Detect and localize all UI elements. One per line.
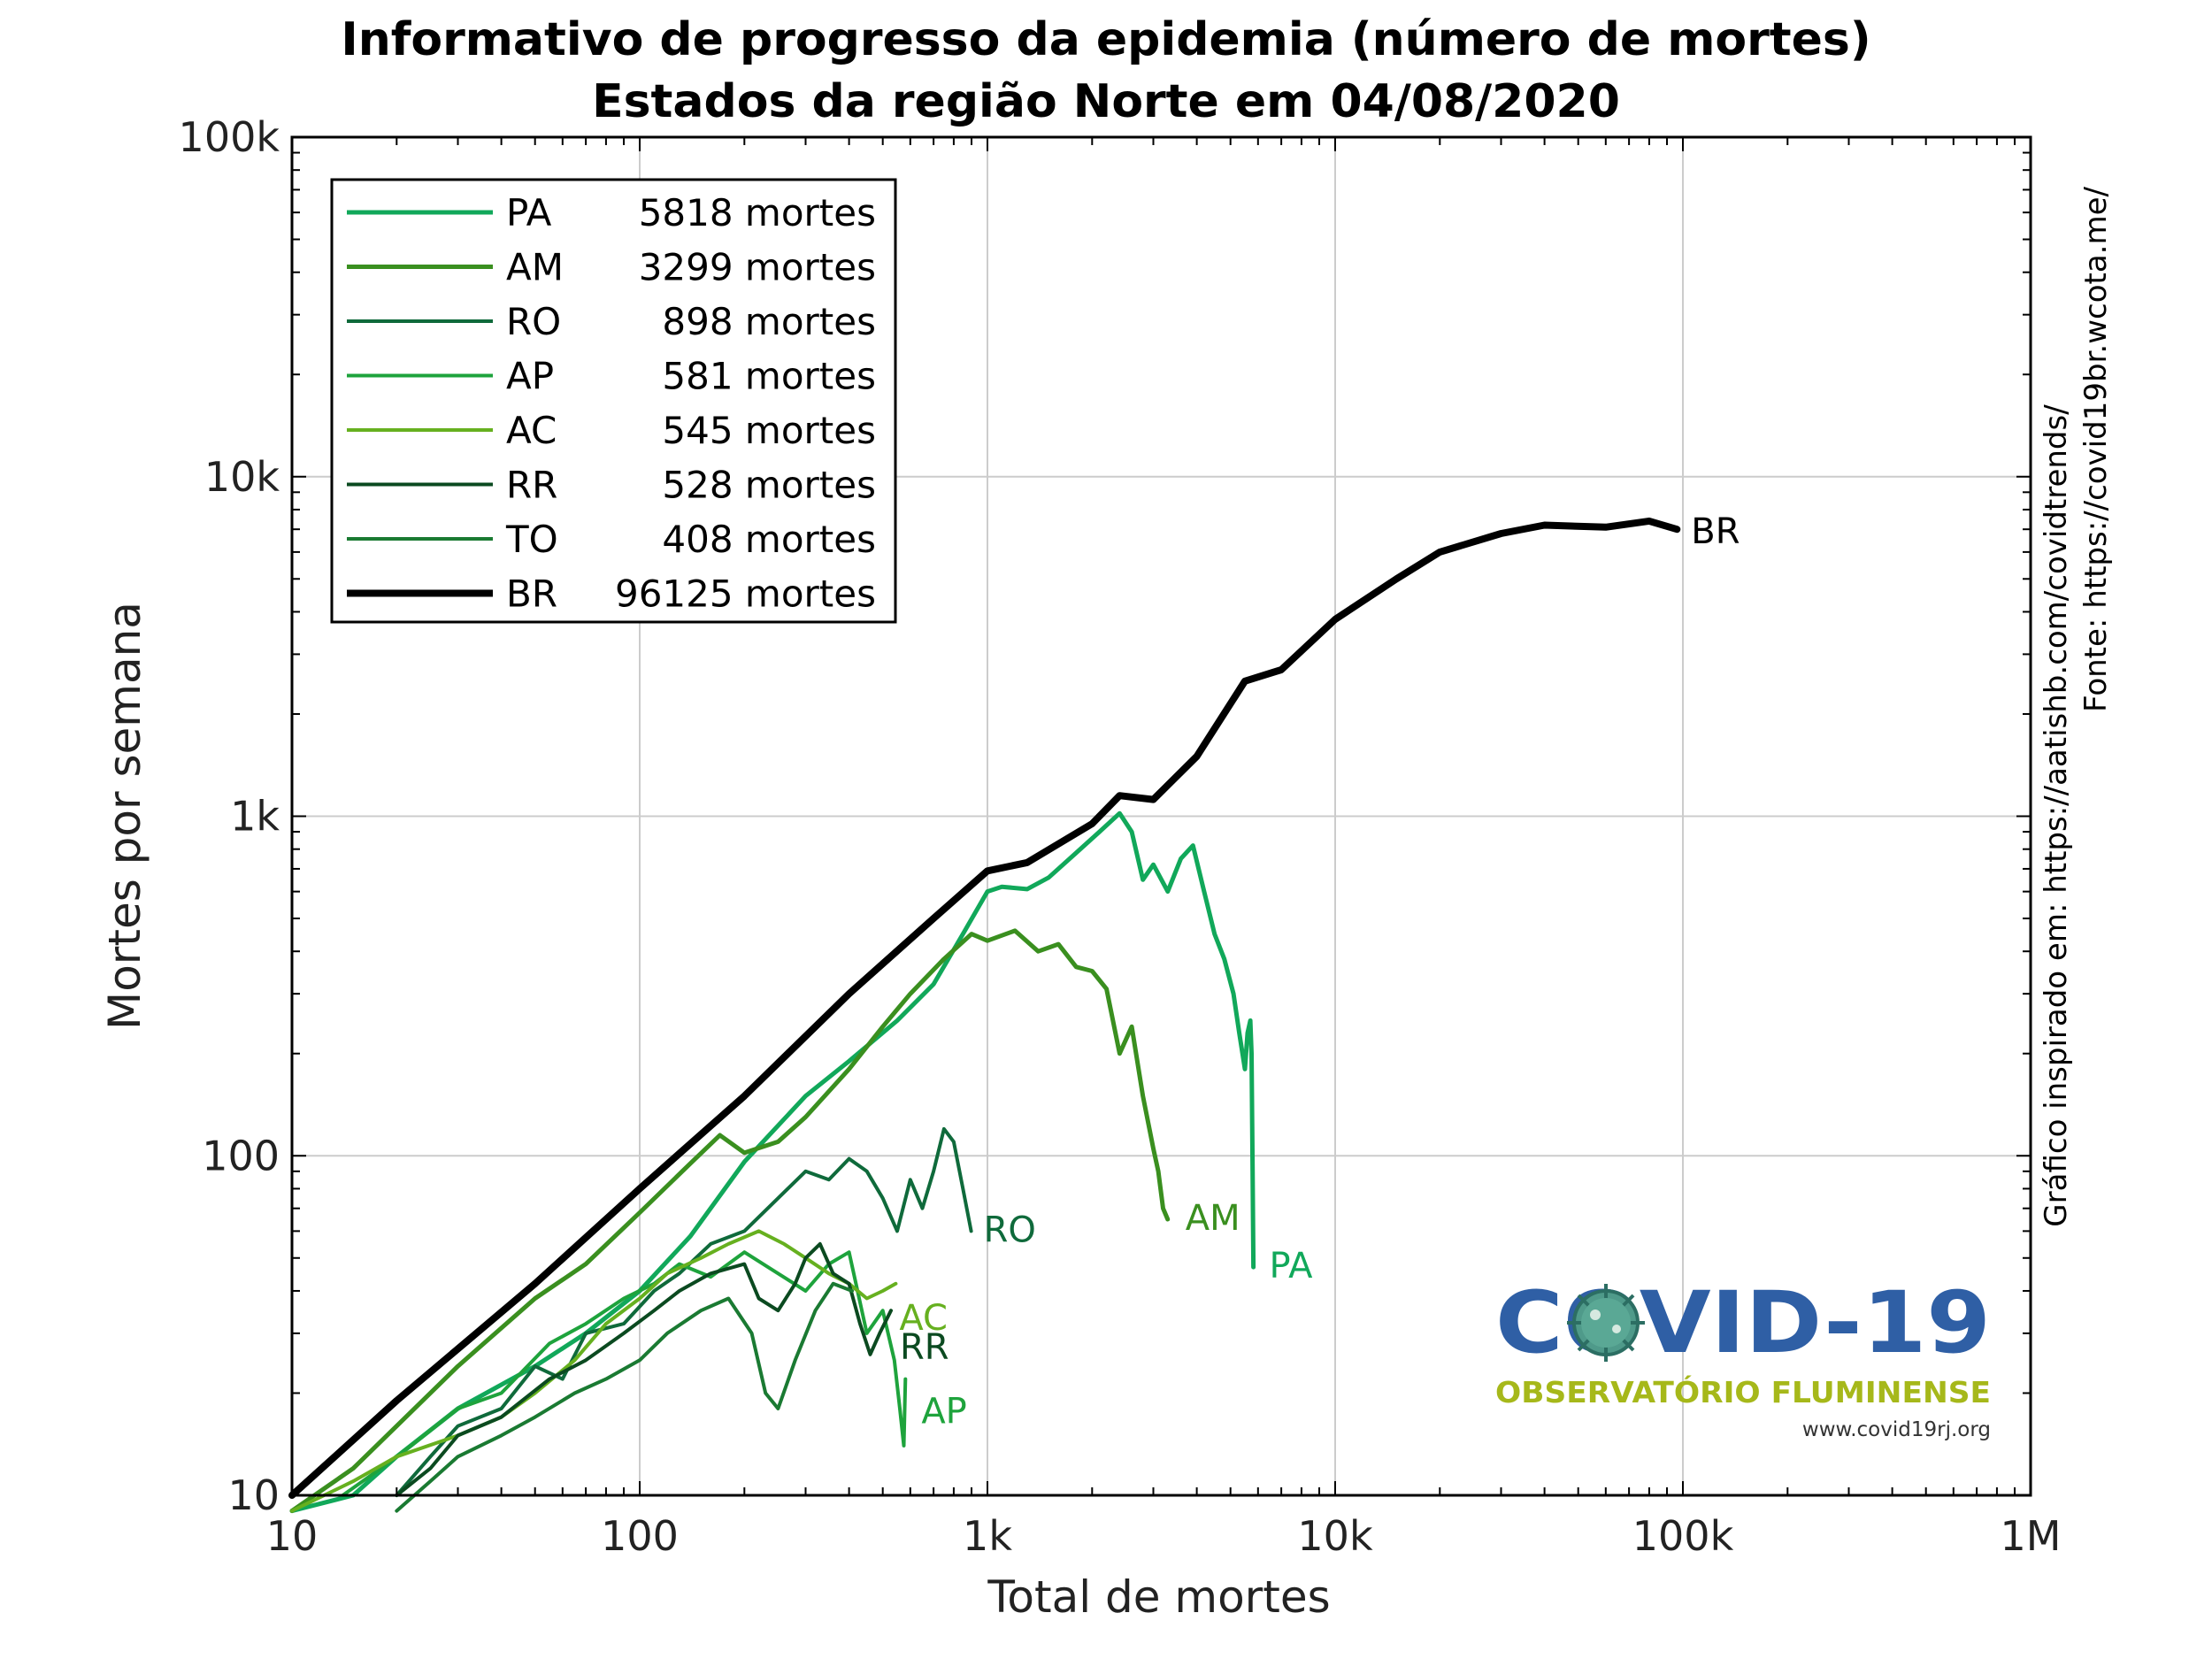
legend-value-ap: 581 mortes <box>662 355 876 398</box>
x-tick-label: 100 <box>601 1512 679 1560</box>
x-tick-label: 1k <box>963 1512 1012 1560</box>
logo-url: www.covid19rj.org <box>1802 1418 1991 1441</box>
series-line-br <box>288 517 1681 1499</box>
legend-value-ac: 545 mortes <box>662 409 876 452</box>
end-label-ap: AP <box>921 1392 966 1432</box>
logo-subtitle: OBSERVATÓRIO FLUMINENSE <box>1495 1374 1991 1409</box>
legend-value-pa: 5818 mortes <box>639 191 876 234</box>
covid19-logo: COVID-19 OBSERVATÓRIO FLUMINENSE www.cov… <box>1495 1273 1991 1441</box>
x-axis-label: Total de mortes <box>987 1571 1330 1623</box>
legend-box <box>330 178 897 624</box>
tick-layer: 10 100 1k 10k 100k 1M 10 100 1k 10k 100k <box>179 113 2062 1560</box>
legend-label-am: AM <box>506 246 564 289</box>
series-line-to <box>395 1281 854 1513</box>
x-tick-label: 1M <box>2001 1512 2062 1560</box>
side-note-source: Fonte: https://covid19br.wcota.me/ <box>2078 186 2114 712</box>
chart-title: Informativo de progresso da epidemia (nú… <box>341 13 1870 66</box>
x-tick-label: 100k <box>1632 1512 1734 1560</box>
y-tick-label: 10k <box>204 453 280 501</box>
legend-value-ro: 898 mortes <box>662 300 876 343</box>
end-label-am: AM <box>1186 1198 1240 1239</box>
legend-label-br: BR <box>506 572 557 616</box>
side-note-inspired: Gráfico inspirado em: https://aatishb.co… <box>2039 404 2074 1227</box>
legend-value-am: 3299 mortes <box>639 246 876 289</box>
series-line-pa <box>289 810 1256 1514</box>
x-tick-label: 10k <box>1297 1512 1373 1560</box>
y-tick-label: 100 <box>202 1132 280 1179</box>
end-label-pa: PA <box>1270 1246 1314 1286</box>
virus-icon <box>1567 1284 1645 1362</box>
end-label-ac: AC <box>899 1298 948 1339</box>
legend-label-ac: AC <box>506 409 557 452</box>
end-label-br: BR <box>1691 511 1740 552</box>
legend-value-to: 408 mortes <box>662 518 876 561</box>
legend: PA 5818 mortes AM 3299 mortes RO 898 mortes AP… <box>330 178 897 624</box>
legend-label-ro: RO <box>506 300 561 343</box>
legend-value-rr: 528 mortes <box>662 464 876 507</box>
y-axis-label: Mortes por semana <box>99 602 150 1030</box>
y-tick-label: 1k <box>230 793 280 841</box>
chart-subtitle: Estados da região Norte em 04/08/2020 <box>592 75 1620 128</box>
legend-value-br: 96125 mortes <box>615 572 876 616</box>
y-tick-label: 100k <box>179 113 280 161</box>
series-line-ro <box>395 1126 973 1497</box>
end-label-rr: RR <box>900 1327 949 1368</box>
legend-label-to: TO <box>505 518 558 561</box>
legend-label-ap: AP <box>506 355 554 398</box>
legend-label-pa: PA <box>506 191 552 234</box>
series-line-rr <box>395 1241 893 1497</box>
series-line-ap <box>341 1250 908 1497</box>
x-tick-label: 10 <box>266 1512 319 1560</box>
end-label-ro: RO <box>984 1210 1036 1250</box>
legend-label-rr: RR <box>506 464 557 507</box>
y-tick-label: 10 <box>227 1471 280 1519</box>
series-line-am <box>289 928 1171 1514</box>
